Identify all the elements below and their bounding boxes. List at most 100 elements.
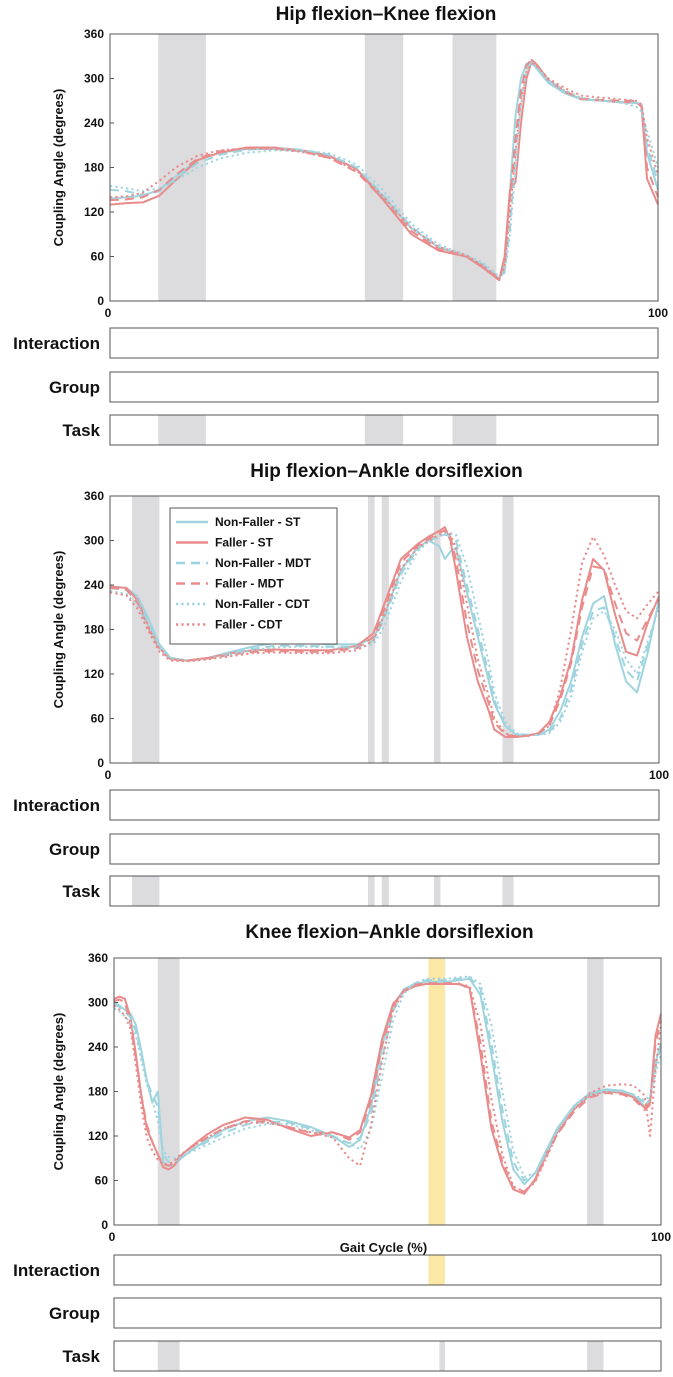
- row-band: [428, 1255, 445, 1285]
- y-tick-label: 300: [84, 534, 104, 548]
- y-tick-label: 300: [84, 72, 104, 86]
- task-significance-band: [158, 34, 206, 301]
- series-line: [109, 62, 659, 280]
- row-frame: [113, 1254, 662, 1286]
- y-tick-label: 0: [97, 294, 104, 308]
- row-band: [364, 415, 404, 445]
- row-background: [110, 328, 658, 358]
- row-background: [114, 1341, 661, 1371]
- plot-area: [114, 958, 661, 1225]
- row-frame: [113, 1297, 662, 1329]
- task-significance-band: [368, 496, 375, 763]
- significance-row-task: Task: [63, 875, 660, 907]
- row-background: [110, 790, 659, 820]
- y-tick-label: 240: [88, 1040, 108, 1054]
- legend-label: Faller - MDT: [215, 577, 284, 591]
- row-band: [433, 876, 441, 906]
- row-frame: [113, 1340, 662, 1372]
- legend-label: Faller - CDT: [215, 618, 283, 632]
- y-tick-label: 180: [88, 1085, 108, 1099]
- legend-label: Non-Faller - ST: [215, 515, 301, 529]
- significance-row-interaction: Interaction: [13, 327, 659, 359]
- y-tick-label: 120: [88, 1129, 108, 1143]
- row-background: [110, 834, 659, 864]
- significance-row-group: Group: [49, 1297, 662, 1329]
- row-label: Interaction: [13, 334, 100, 353]
- y-tick-label: 120: [84, 205, 104, 219]
- chart-panel-1: Hip flexion–Knee flexion 0 60 120 180 240 300 3…: [13, 4, 668, 446]
- significance-row-group: Group: [49, 833, 660, 865]
- row-band: [381, 876, 389, 906]
- row-label: Task: [63, 1347, 101, 1366]
- series-line: [109, 62, 659, 279]
- interaction-significance-band: [428, 958, 445, 1225]
- row-label: Interaction: [13, 1261, 100, 1280]
- row-band: [158, 415, 206, 445]
- row-frame: [109, 833, 660, 865]
- x-tick-label: 100: [651, 1230, 671, 1244]
- y-tick-label: 240: [84, 578, 104, 592]
- row-band: [502, 876, 514, 906]
- row-band: [452, 415, 497, 445]
- row-label: Group: [49, 840, 100, 859]
- x-axis-label: Gait Cycle (%): [340, 1240, 427, 1255]
- x-tick-label: 0: [105, 768, 112, 782]
- chart-panel-2: Hip flexion–Ankle dorsiflexion 0 60 120 180 2…: [13, 461, 669, 907]
- y-tick-label: 360: [84, 27, 104, 41]
- y-tick-label: 360: [84, 489, 104, 503]
- row-band: [587, 1341, 604, 1371]
- legend-label: Faller - ST: [215, 536, 274, 550]
- row-label: Task: [63, 421, 101, 440]
- x-tick-label: 100: [649, 768, 669, 782]
- legend-label: Non-Faller - CDT: [215, 597, 310, 611]
- y-axis-label: Coupling Angle (degrees): [51, 89, 66, 247]
- legend: Non-Faller - ST Faller - ST Non-Faller - M…: [169, 507, 338, 645]
- x-tick-label: 100: [648, 306, 668, 320]
- y-axis-label: Coupling Angle (degrees): [51, 551, 66, 709]
- series-line: [113, 982, 662, 1193]
- row-background: [114, 1255, 661, 1285]
- row-band: [439, 1341, 445, 1371]
- task-significance-band: [502, 496, 514, 763]
- row-label: Interaction: [13, 796, 100, 815]
- row-label: Task: [63, 882, 101, 901]
- row-band: [131, 876, 160, 906]
- task-significance-band: [452, 34, 497, 301]
- y-tick-label: 240: [84, 116, 104, 130]
- y-axis-label: Coupling Angle (degrees): [51, 1013, 66, 1171]
- row-band: [368, 876, 375, 906]
- x-tick-label: 0: [109, 1230, 116, 1244]
- row-background: [110, 372, 658, 402]
- row-label: Group: [49, 1304, 100, 1323]
- chart-title: Knee flexion–Ankle dorsiflexion: [245, 922, 533, 943]
- row-frame: [109, 371, 659, 403]
- task-significance-band: [364, 34, 404, 301]
- series-line: [109, 530, 660, 738]
- chart-panel-3: Knee flexion–Ankle dorsiflexion 0 60 120 180…: [13, 922, 671, 1372]
- significance-row-task: Task: [63, 414, 659, 446]
- y-tick-label: 60: [91, 250, 105, 264]
- y-tick-label: 360: [88, 951, 108, 965]
- row-frame: [109, 875, 660, 907]
- series-line: [113, 983, 662, 1193]
- y-tick-label: 300: [88, 996, 108, 1010]
- task-significance-band: [157, 958, 180, 1225]
- y-tick-label: 0: [101, 1218, 108, 1232]
- significance-row-interaction: Interaction: [13, 1254, 662, 1286]
- y-tick-label: 180: [84, 161, 104, 175]
- row-background: [114, 1298, 661, 1328]
- significance-row-group: Group: [49, 371, 659, 403]
- task-significance-band: [433, 496, 441, 763]
- series-line: [113, 976, 662, 1182]
- y-tick-label: 0: [97, 756, 104, 770]
- row-frame: [109, 327, 659, 359]
- legend-label: Non-Faller - MDT: [215, 556, 312, 570]
- y-tick-label: 60: [95, 1174, 109, 1188]
- y-tick-label: 180: [84, 623, 104, 637]
- row-frame: [109, 789, 660, 821]
- row-label: Group: [49, 378, 100, 397]
- row-band: [157, 1341, 180, 1371]
- y-tick-label: 120: [84, 667, 104, 681]
- task-significance-band: [131, 496, 160, 763]
